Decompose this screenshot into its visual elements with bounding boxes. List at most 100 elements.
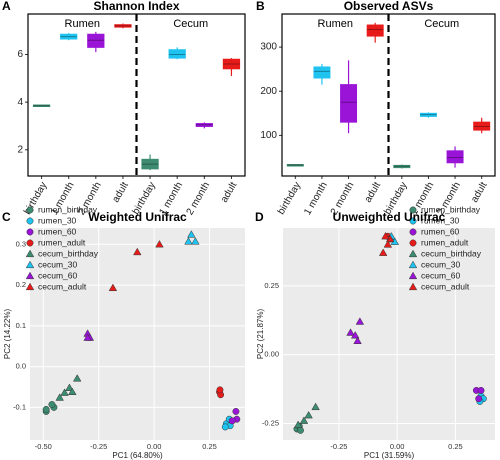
chart-title: Weighted Unifrac [88,210,187,224]
chart-title: Observed ASVs [344,0,434,13]
y-tick-label: 2 [17,144,23,155]
point [355,317,365,325]
point [477,386,485,394]
x-tick-label: 0.00 [147,442,162,451]
point [184,237,193,245]
y-tick-label: 0.25 [264,281,279,290]
point [72,374,82,382]
plot-frame [281,13,496,177]
legend-label: cecum_adult [421,281,470,291]
legend-label: rumen_30 [38,215,77,225]
y-tick-label: 0.00 [264,350,279,359]
point [311,402,320,411]
legend-marker [409,228,417,236]
group-label: Cecum [424,18,459,30]
point [228,417,236,425]
point [191,237,200,245]
y-tick-label: 200 [260,86,277,97]
x-axis-title: PC1 (64.80%) [112,451,163,460]
panel-label: D [255,210,264,224]
box [286,164,304,167]
point [297,426,304,434]
legend-marker [409,239,417,247]
y-tick-label: -0.1 [13,402,26,411]
x-tick-label: -0.50 [35,442,52,451]
group-label: Rumen [65,18,100,30]
legend-label: rumen_birthday [38,204,98,214]
point [304,410,313,419]
box [419,112,437,117]
box [393,164,411,169]
y-tick-label: 4 [17,97,23,108]
legend-label: cecum_birthday [421,248,482,258]
scatter-panel: -0.1 0.0 0.1 0.2 0.3 -0.50 -0.25 0.00 0.25 PC1 (6… [3,204,245,460]
legend-label: rumen_adult [421,237,469,247]
x-tick-label: 0.25 [448,442,463,451]
point [216,386,224,394]
box [114,24,132,28]
y-tick-label: 0.0 [16,362,26,371]
legend-marker [408,282,418,291]
box [87,33,105,48]
x-tick-label: 0.25 [202,442,217,451]
point [133,247,142,256]
point [346,328,355,336]
box [32,104,51,108]
legend-marker [26,239,34,247]
y-tick-label: 300 [260,42,277,53]
box [195,123,213,127]
legend-marker [26,206,34,214]
legend-label: cecum_60 [421,270,460,280]
x-tick-label: adult [363,180,383,204]
scatter-panel: -0.25 0.00 0.25 -0.25 0.00 0.25 PC1 (31.59%) PC… [256,204,495,460]
box [222,58,241,70]
y-tick-label: 0.1 [16,321,26,330]
point [221,423,229,431]
legend-label: cecum_birthday [38,248,99,258]
legend-label: rumen_60 [421,226,460,236]
group-label: Cecum [173,18,208,30]
point [299,416,309,424]
point [232,408,240,415]
y-tick-label: 0.2 [16,280,26,289]
x-axis-title: PC1 (31.59%) [364,451,415,460]
x-tick-label: 0.00 [390,442,405,451]
box [141,158,159,170]
box [366,24,384,37]
plot-frame [27,13,246,177]
point [350,331,360,339]
plot-background [283,228,495,440]
x-tick-label: -0.25 [330,442,347,451]
point [48,401,56,408]
x-tick-label: adult [219,180,239,204]
legend-label: cecum_adult [38,281,87,291]
panel-label: A [2,0,11,13]
y-axis-title: PC2 (21.87%) [256,309,265,360]
panel-label: C [2,210,11,224]
point [381,231,390,240]
chart-title: Shannon Index [93,0,179,13]
panel-label: B [256,0,265,13]
box [168,49,186,59]
x-tick-label: 1 month [302,180,330,217]
legend-marker [25,260,35,269]
point [293,420,303,428]
y-tick-label: 0.3 [16,239,26,248]
x-tick-label: -0.25 [90,442,107,451]
point [65,383,74,391]
legend-marker [25,249,35,258]
legend-marker [409,206,417,214]
box [60,33,78,40]
x-tick-label: adult [469,180,489,204]
point [42,405,50,413]
x-tick-label: 2 month [185,180,213,217]
point [383,240,393,248]
box [340,84,358,123]
legend-marker [408,260,418,269]
legend-marker [408,249,418,258]
legend-marker [409,217,417,225]
y-tick-label: 100 [260,130,277,141]
